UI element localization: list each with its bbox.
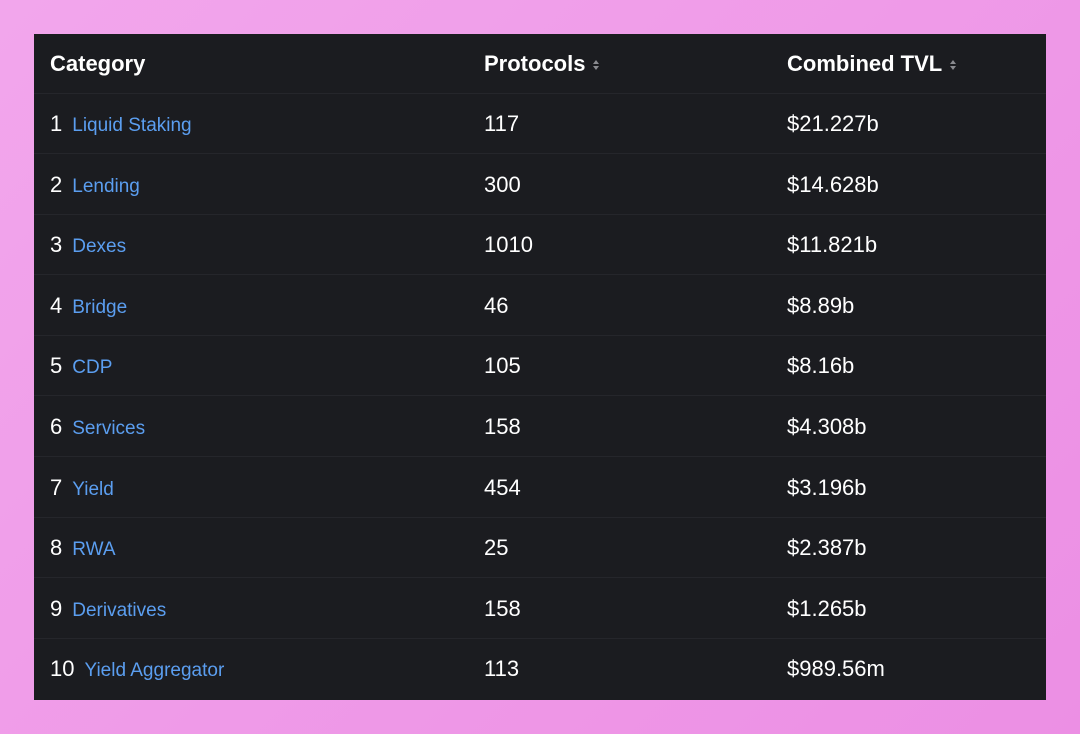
category-link[interactable]: Yield xyxy=(72,478,114,500)
category-cell: 1 Liquid Staking xyxy=(50,94,192,154)
tvl-cell: $3.196b xyxy=(787,474,867,500)
rank: 1 xyxy=(50,111,63,136)
header-category: Category xyxy=(50,51,146,76)
protocols-cell: 158 xyxy=(484,595,521,621)
table-row: 1 Liquid Staking 117 $21.227b xyxy=(34,94,1046,154)
category-link[interactable]: Services xyxy=(72,418,146,439)
header-row: Category Protocols Combined TVL xyxy=(34,34,1046,94)
rank: 8 xyxy=(50,535,63,561)
category-cell: 7 Yield xyxy=(50,458,114,518)
table-row: 9 Derivatives 158 $1.265b xyxy=(34,579,1046,639)
table-row: 7 Yield 454 $3.196b xyxy=(34,458,1046,518)
tvl-cell: $21.227b xyxy=(787,111,879,136)
rank: 10 xyxy=(50,656,75,682)
tvl-cell: $989.56m xyxy=(787,656,885,682)
protocols-cell: 158 xyxy=(484,414,521,439)
table-row: 2 Lending 300 $14.628b xyxy=(34,155,1046,215)
category-cell: 2 Lending xyxy=(50,155,140,215)
category-cell: 9 Derivatives xyxy=(50,579,166,639)
category-cell: 4 Bridge xyxy=(50,276,127,336)
protocols-cell: 105 xyxy=(484,353,521,379)
protocols-cell: 1010 xyxy=(484,232,533,258)
category-link[interactable]: Yield Aggregator xyxy=(84,660,225,682)
category-cell: 10 Yield Aggregator xyxy=(50,639,224,699)
rank: 5 xyxy=(50,353,63,379)
table-row: 8 RWA 25 $2.387b xyxy=(34,518,1046,579)
category-cell: 5 CDP xyxy=(50,336,112,396)
rank: 9 xyxy=(50,595,63,621)
category-link[interactable]: Derivatives xyxy=(72,599,167,621)
rank: 6 xyxy=(50,414,63,439)
category-cell: 3 Dexes xyxy=(50,215,126,275)
protocols-cell: 113 xyxy=(484,656,520,682)
table-row: 6 Services 158 $4.308b xyxy=(34,397,1046,457)
protocols-cell: 117 xyxy=(484,111,520,136)
protocols-cell: 300 xyxy=(484,171,521,197)
tvl-cell: $14.628b xyxy=(787,171,879,197)
rank: 7 xyxy=(50,474,63,500)
header-tvl[interactable]: Combined TVL xyxy=(787,34,957,94)
tvl-cell: $11.821b xyxy=(787,232,878,258)
rank: 3 xyxy=(50,232,63,258)
category-link[interactable]: Liquid Staking xyxy=(72,115,192,136)
header-protocols[interactable]: Protocols xyxy=(484,34,600,94)
tvl-cell: $4.308b xyxy=(787,414,867,439)
category-link[interactable]: Lending xyxy=(72,175,140,197)
tvl-cell: $2.387b xyxy=(787,535,867,561)
table-row: 5 CDP 105 $8.16b xyxy=(34,336,1046,397)
tvl-cell: $1.265b xyxy=(787,595,867,621)
protocols-cell: 25 xyxy=(484,535,509,561)
category-cell: 8 RWA xyxy=(50,518,116,578)
table-row: 3 Dexes 1010 $11.821b xyxy=(34,215,1046,276)
table-row: 10 Yield Aggregator 113 $989.56m xyxy=(34,639,1046,699)
header-label[interactable]: Protocols xyxy=(484,51,586,76)
rank: 4 xyxy=(50,292,63,318)
tvl-cell: $8.16b xyxy=(787,353,855,379)
category-cell: 6 Services xyxy=(50,397,145,457)
category-link[interactable]: Bridge xyxy=(72,296,128,318)
tvl-cell: $8.89b xyxy=(787,292,855,318)
protocols-cell: 454 xyxy=(484,474,521,500)
header-label[interactable]: Combined TVL xyxy=(787,51,943,76)
category-table: Category Protocols Combined TVL 1 Liquid … xyxy=(34,34,1046,700)
sort-icon[interactable] xyxy=(949,58,957,72)
rank: 2 xyxy=(50,171,63,197)
category-link[interactable]: Dexes xyxy=(72,236,127,258)
category-link[interactable]: CDP xyxy=(72,357,113,379)
table-row: 4 Bridge 46 $8.89b xyxy=(34,276,1046,336)
protocols-cell: 46 xyxy=(484,292,509,318)
sort-icon[interactable] xyxy=(592,58,600,72)
category-link[interactable]: RWA xyxy=(72,539,116,561)
